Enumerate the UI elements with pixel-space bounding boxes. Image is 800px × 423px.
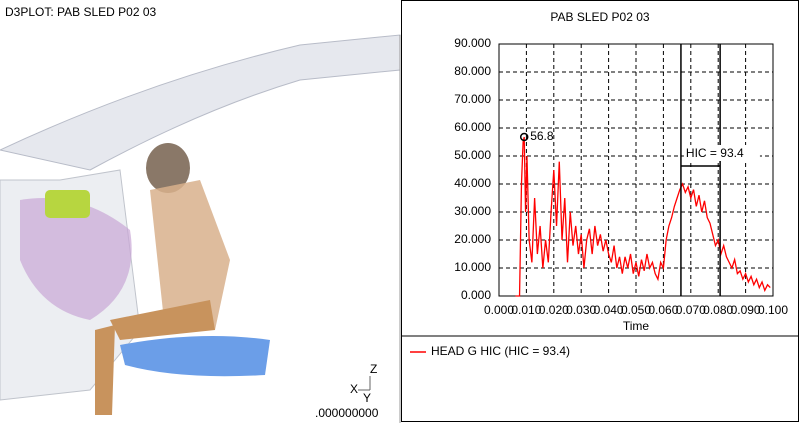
data-line xyxy=(515,136,771,297)
peak-label: 56.8 xyxy=(530,129,554,143)
viewer-title: D3PLOT: PAB SLED P02 03 xyxy=(5,5,157,19)
x-tick-label: 0.060 xyxy=(648,303,678,317)
y-tick-label: 20.000 xyxy=(454,232,491,246)
y-tick-label: 50.000 xyxy=(454,148,491,162)
legend-label: HEAD G HIC (HIC = 93.4) xyxy=(431,344,570,358)
x-axis-title: Time xyxy=(623,319,650,333)
y-tick-label: 80.000 xyxy=(454,64,491,78)
module xyxy=(45,190,90,218)
peak-marker xyxy=(519,132,529,142)
x-tick-label: 0.100 xyxy=(758,303,788,317)
x-tick-label: 0.020 xyxy=(539,303,569,317)
seat xyxy=(120,336,270,377)
x-tick-label: 0.000 xyxy=(484,303,514,317)
x-tick-label: 0.070 xyxy=(676,303,706,317)
airbag xyxy=(20,198,132,320)
y-tick-label: 10.000 xyxy=(454,260,491,274)
axis-label: X xyxy=(350,382,358,396)
y-tick-label: 40.000 xyxy=(454,176,491,190)
torso xyxy=(150,180,230,330)
y-tick-label: 70.000 xyxy=(454,92,491,106)
hic-label: HIC = 93.4 xyxy=(686,146,744,160)
y-tick-label: 0.000 xyxy=(461,288,491,302)
y-tick-label: 90.000 xyxy=(454,36,491,50)
thigh xyxy=(110,300,215,340)
x-tick-label: 0.080 xyxy=(703,303,733,317)
x-tick-label: 0.090 xyxy=(731,303,761,317)
x-tick-label: 0.050 xyxy=(621,303,651,317)
axis-label: Y xyxy=(363,391,371,405)
y-tick-label: 30.000 xyxy=(454,204,491,218)
x-tick-label: 0.030 xyxy=(566,303,596,317)
viewer: D3PLOT: PAB SLED P02 03 .000000000 Z X Y xyxy=(0,5,401,423)
shin xyxy=(95,325,115,415)
x-tick-label: 0.040 xyxy=(594,303,624,317)
chart-panel xyxy=(401,0,799,422)
hic-label-bg xyxy=(683,145,760,161)
head xyxy=(146,143,190,193)
y-tick-label: 60.000 xyxy=(454,120,491,134)
axis-label: Z xyxy=(370,362,377,376)
x-tick-label: 0.010 xyxy=(511,303,541,317)
chart-title: PAB SLED P02 03 xyxy=(550,10,649,24)
viewer-time: .000000000 xyxy=(315,406,379,420)
